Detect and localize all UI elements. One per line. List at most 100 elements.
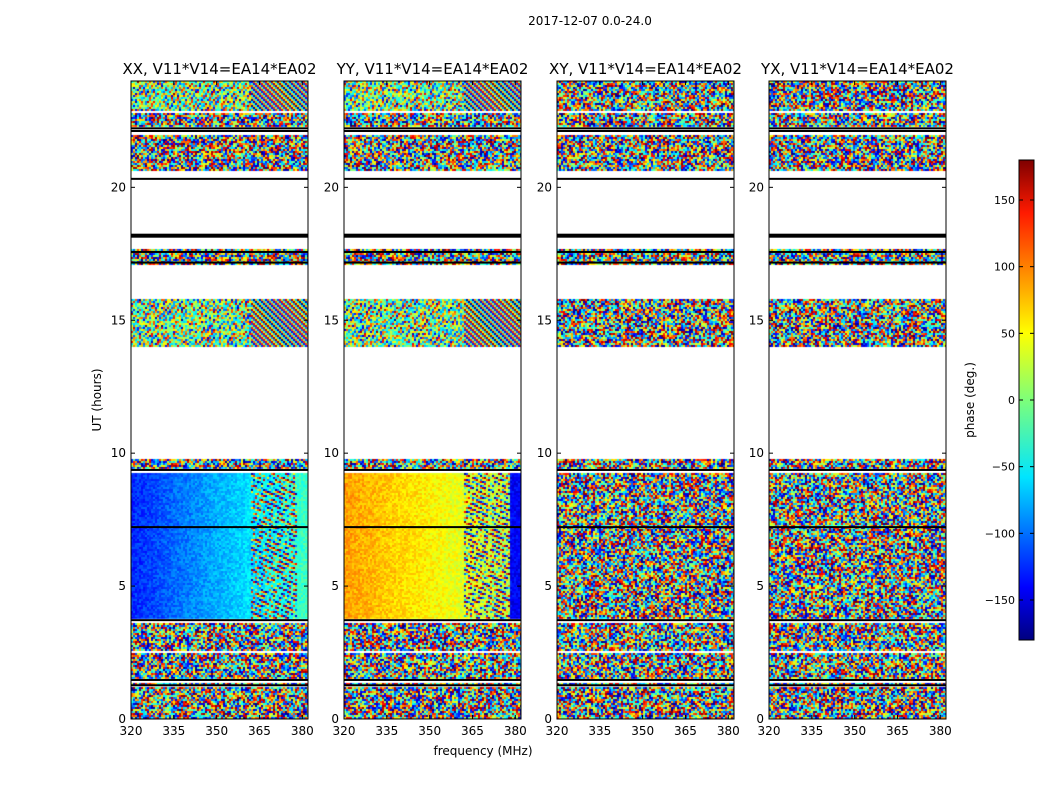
flag-line [769,261,946,264]
y-tick-label: 10 [537,446,552,460]
y-tick-label: 10 [111,446,126,460]
flag-line [769,678,946,681]
x-tick-label: 320 [758,724,781,738]
y-tick-label: 20 [111,180,126,194]
flag-line [131,233,308,238]
y-tick-label: 5 [331,579,339,593]
panel-title: YY, V11*V14=EA14*EA02 [336,60,529,78]
flag-line [344,130,521,133]
panels-group: XX, V11*V14=EA14*EA02 320 335 350 365 380 0 5 10… [111,60,954,738]
panel-yy-1: YY, V11*V14=EA14*EA02 320 335 350 365 380 0 5 10… [324,60,529,738]
x-tick-label: 335 [162,724,185,738]
flag-line [131,684,308,687]
flag-line [344,233,521,238]
x-tick-label: 335 [375,724,398,738]
flag-line [557,127,734,130]
y-tick-label: 20 [749,180,764,194]
flag-line [131,678,308,681]
x-tick-label: 365 [248,724,271,738]
y-tick-label: 0 [544,712,552,726]
x-tick-label: 380 [504,724,527,738]
panel-noise-3: YX, V11*V14=EA14*EA02 320 335 350 365 380 0 5 10… [749,60,954,738]
x-tick-label: 380 [717,724,740,738]
flag-line [557,468,734,471]
y-tick-label: 20 [537,180,552,194]
x-tick-label: 335 [588,724,611,738]
panel-frame [768,80,947,720]
figure-suptitle: 2017-12-07 0.0-24.0 [528,14,652,28]
x-tick-label: 350 [205,724,228,738]
flag-line [769,619,946,622]
y-tick-label: 5 [544,579,552,593]
colorbar-tick-label: −100 [985,527,1015,540]
colorbar: 150 100 50 0 −50 −100 −150 phase (deg.) [963,159,1035,641]
x-tick-label: 365 [886,724,909,738]
colorbar-tick-label: 0 [1008,394,1015,407]
flag-line [557,130,734,133]
panel-title: XX, V11*V14=EA14*EA02 [122,60,316,78]
flag-line [131,130,308,133]
y-tick-label: 0 [118,712,126,726]
flag-line [131,177,308,180]
flag-line [769,250,946,253]
phase-heatmap [344,81,521,719]
flag-line [557,619,734,622]
flag-line [131,619,308,622]
panel-noise-2: XY, V11*V14=EA14*EA02 320 335 350 365 380 0 5 10… [537,60,742,738]
flag-line [131,250,308,253]
panel-frame [130,80,309,720]
x-axis-label: frequency (MHz) [433,744,532,758]
flag-line [557,250,734,253]
panel-frame [556,80,735,720]
flag-line [769,468,946,471]
x-tick-label: 350 [843,724,866,738]
flag-line [557,678,734,681]
flag-line [557,233,734,238]
phase-heatmap [557,81,734,719]
colorbar-tick-label: −50 [992,461,1015,474]
panel-title: YX, V11*V14=EA14*EA02 [760,60,954,78]
colorbar-tick-label: 150 [994,194,1015,207]
y-tick-label: 20 [324,180,339,194]
flag-line [557,261,734,264]
x-tick-label: 320 [546,724,569,738]
panel-title: XY, V11*V14=EA14*EA02 [549,60,742,78]
flag-line [344,127,521,130]
y-tick-label: 15 [749,313,764,327]
flag-line [344,684,521,687]
flag-line [344,177,521,180]
y-tick-label: 10 [749,446,764,460]
flag-line [769,127,946,130]
colorbar-tick-label: −150 [985,594,1015,607]
flag-line [131,526,308,529]
y-tick-label: 15 [111,313,126,327]
flag-line [769,526,946,529]
x-tick-label: 320 [333,724,356,738]
flag-line [769,233,946,238]
y-tick-label: 15 [537,313,552,327]
x-tick-label: 380 [291,724,314,738]
flag-line [769,684,946,687]
y-tick-label: 0 [756,712,764,726]
x-tick-label: 320 [120,724,143,738]
flag-line [557,177,734,180]
flag-line [344,468,521,471]
flag-line [344,619,521,622]
y-tick-label: 5 [118,579,126,593]
flag-line [131,261,308,264]
flag-line [344,678,521,681]
panel-frame [343,80,522,720]
x-tick-label: 350 [418,724,441,738]
panel-xx-0: XX, V11*V14=EA14*EA02 320 335 350 365 380 0 5 10… [111,60,317,738]
flag-line [344,261,521,264]
flag-line [131,127,308,130]
flag-line [557,684,734,687]
x-tick-label: 335 [800,724,823,738]
x-tick-label: 365 [674,724,697,738]
x-tick-label: 350 [631,724,654,738]
flag-line [344,250,521,253]
x-tick-label: 365 [461,724,484,738]
flag-line [131,468,308,471]
phase-heatmap [769,81,946,719]
